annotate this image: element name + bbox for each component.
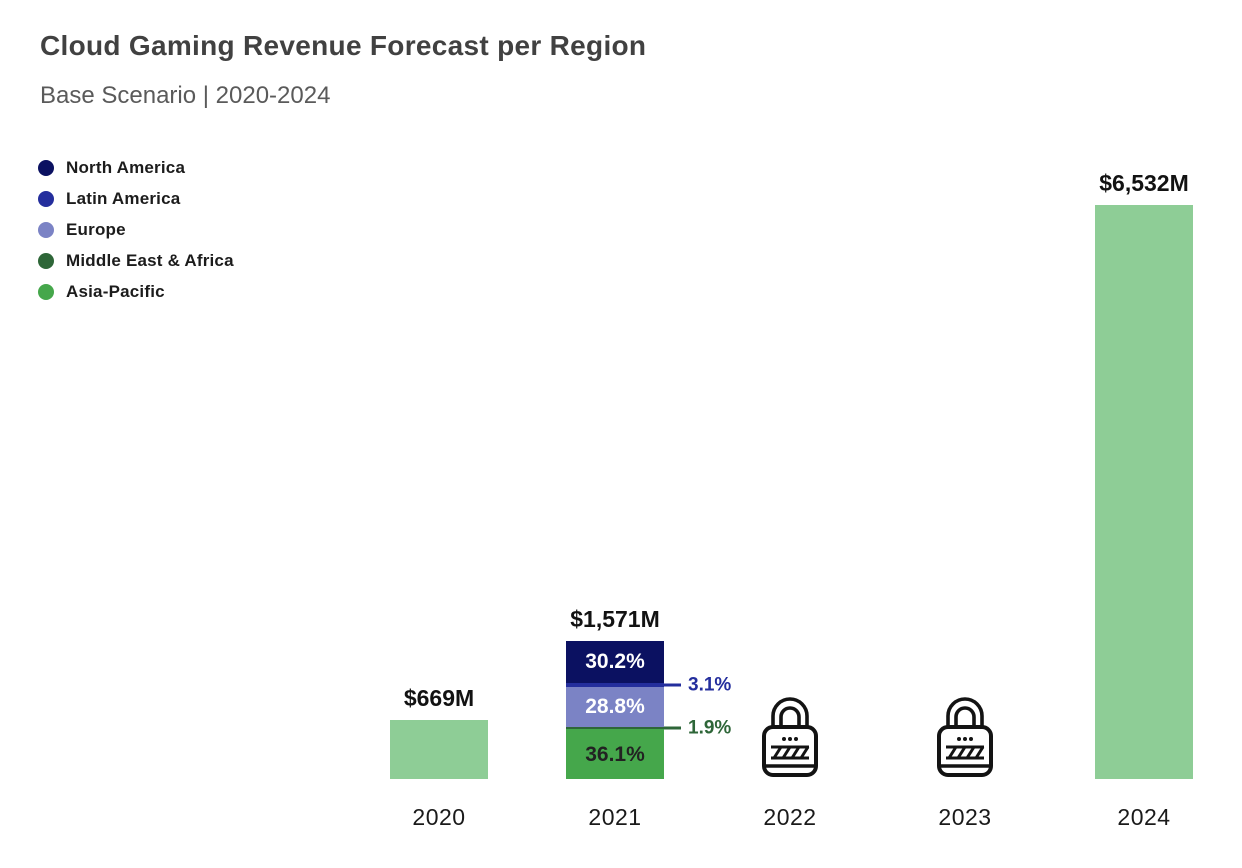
legend-item-middle-east-africa: Middle East & Africa	[38, 245, 234, 276]
legend-label: Latin America	[66, 188, 181, 208]
segment-middle-east-africa	[566, 726, 664, 730]
segment-label-north-america: 30.2%	[585, 650, 645, 674]
chart-subtitle: Base Scenario | 2020-2024	[40, 82, 331, 109]
x-axis-slot: 2023	[875, 779, 1055, 868]
callout-line	[664, 726, 681, 730]
bar-2020-total	[390, 720, 488, 779]
legend-dot-middle-east-africa	[38, 252, 54, 269]
x-axis-slot: 2021	[525, 779, 705, 868]
legend-label: Europe	[66, 219, 126, 239]
lock-icon[interactable]	[758, 691, 822, 779]
bar-value-label-2024: $6,532M	[1099, 170, 1189, 196]
bar-group-2020: $669M 2020	[390, 0, 488, 868]
x-axis-label-2020: 2020	[412, 804, 466, 830]
x-axis-label-2024: 2024	[1117, 804, 1171, 830]
callout-middle-east-africa: 1.9%	[664, 719, 731, 738]
bar-group-2023-locked: 2023	[916, 0, 1014, 868]
lock-icon[interactable]	[933, 691, 997, 779]
legend-dot-asia-pacific	[38, 283, 54, 300]
legend-label: Middle East & Africa	[66, 250, 234, 270]
legend-item-north-america: North America	[38, 152, 234, 183]
bar-group-2021: $1,571M 30.2% 28.8% 36.1% 3.1% 1.9% 2	[566, 0, 731, 868]
legend-dot-europe	[38, 221, 54, 238]
legend-dot-latin-america	[38, 190, 54, 207]
segment-latin-america	[566, 682, 664, 687]
segment-north-america: 30.2%	[566, 641, 664, 683]
segment-europe: 28.8%	[566, 686, 664, 727]
bar-group-2024: $6,532M 2024	[1095, 0, 1193, 868]
chart-title: Cloud Gaming Revenue Forecast per Region	[40, 30, 647, 61]
x-axis-slot: 2020	[349, 779, 529, 868]
legend: North America Latin America Europe Middl…	[38, 152, 234, 307]
callout-label-latin-america: 3.1%	[688, 674, 732, 696]
callout-line	[664, 683, 681, 687]
callout-latin-america: 3.1%	[664, 675, 731, 694]
x-axis-slot: 2024	[1054, 779, 1234, 868]
segment-label-europe: 28.8%	[585, 695, 645, 719]
bar-2021-stacked: 30.2% 28.8% 36.1% 3.1% 1.9%	[566, 641, 731, 779]
legend-item-asia-pacific: Asia-Pacific	[38, 276, 234, 307]
bar-value-label-2020: $669M	[403, 685, 475, 711]
legend-item-latin-america: Latin America	[38, 183, 234, 214]
legend-dot-north-america	[38, 159, 54, 176]
segment-label-asia-pacific: 36.1%	[585, 742, 645, 766]
x-axis-label-2023: 2023	[938, 804, 992, 830]
legend-label: North America	[66, 157, 186, 177]
bar-group-2022-locked: 2022	[741, 0, 839, 868]
segment-asia-pacific: 36.1%	[566, 729, 664, 779]
bar-2024-total	[1095, 205, 1193, 779]
bar-value-label-2021: $1,571M	[570, 606, 660, 632]
legend-label: Asia-Pacific	[66, 281, 165, 301]
callout-label-middle-east-africa: 1.9%	[688, 717, 732, 739]
legend-item-europe: Europe	[38, 214, 234, 245]
x-axis-label-2022: 2022	[763, 804, 817, 830]
x-axis-label-2021: 2021	[588, 804, 642, 830]
x-axis-slot: 2022	[700, 779, 880, 868]
